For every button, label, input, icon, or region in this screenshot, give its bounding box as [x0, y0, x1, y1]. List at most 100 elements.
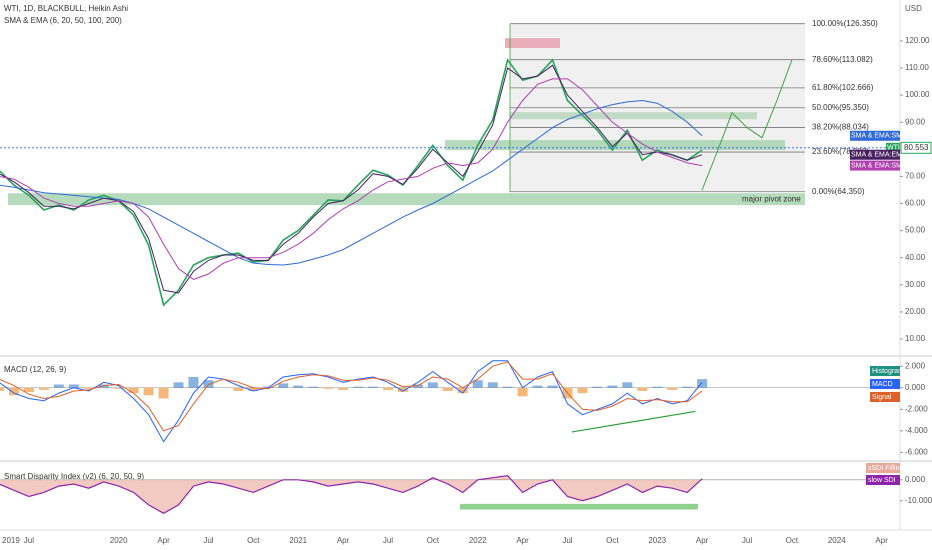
- histogram-bar: [368, 386, 378, 388]
- histogram-bar: [278, 383, 289, 388]
- fib-label: 23.60%(78.982): [812, 147, 869, 156]
- y-tick-label: 20.00: [905, 307, 926, 316]
- histogram-bar: [113, 387, 124, 389]
- zone: [510, 112, 757, 120]
- legend-entry: WTI: [887, 145, 900, 152]
- y-tick-label: 0.000: [905, 475, 926, 484]
- histogram-bar: [442, 387, 453, 391]
- histogram-bar: [607, 385, 618, 388]
- x-tick-label: Apr: [875, 536, 888, 545]
- histogram-bar: [8, 387, 19, 396]
- legend-swatch: [870, 366, 900, 376]
- zone: [445, 140, 785, 151]
- histogram-bar: [338, 387, 349, 390]
- x-tick-label: Jul: [562, 536, 572, 545]
- x-tick-label: 2024: [828, 536, 846, 545]
- histogram-bar: [652, 386, 663, 388]
- histogram-bar: [547, 385, 558, 388]
- y-tick-label: 2.000: [905, 361, 926, 370]
- histogram-bar: [38, 387, 49, 390]
- macd-line: [0, 361, 703, 432]
- histogram-bar: [427, 382, 438, 388]
- macd-title: MACD (12, 26, 9): [4, 365, 67, 374]
- x-tick-label: Apr: [696, 536, 709, 545]
- axis-unit: USD: [905, 4, 922, 13]
- x-tick-label: Oct: [786, 536, 799, 545]
- divergence-line: [571, 410, 696, 433]
- y-tick-label: -4.000: [905, 426, 928, 435]
- projection-line: [701, 59, 793, 191]
- sdi-title: Smart Disparity Index (v2) (6, 20, 50, 9…: [4, 472, 144, 481]
- histogram-bar: [667, 387, 678, 390]
- fib-label: 50.00%(95.350): [812, 103, 869, 112]
- fib-label: 38.20%(88.034): [812, 123, 869, 132]
- legend-swatch: [870, 379, 900, 389]
- sdi-line: [0, 474, 703, 514]
- histogram-bar: [0, 387, 4, 391]
- last-price-label: 80.553: [904, 143, 929, 152]
- y-tick-label: 60.00: [905, 199, 926, 208]
- legend-swatch: [886, 142, 900, 153]
- histogram-bar: [353, 386, 364, 388]
- histogram-bar: [382, 387, 393, 390]
- price-tag: [900, 141, 932, 154]
- x-tick-label: Oct: [427, 536, 440, 545]
- x-tick-label: Jul: [203, 536, 213, 545]
- chart-title: WTI, 1D, BLACKBULL, Heikin Ashi: [4, 4, 128, 13]
- legend-entry: SMA & EMA:EMA6: [851, 152, 911, 159]
- zone: [460, 503, 698, 510]
- fib-label: 78.60%(113.082): [812, 55, 873, 64]
- y-tick-label: -6.000: [905, 448, 928, 457]
- legend-entry: sSDI Filling: [868, 465, 904, 472]
- histogram-bar: [188, 376, 199, 388]
- legend-entry: SMA & EMA:SMA50: [851, 162, 915, 169]
- y-tick-label: 100.00: [905, 90, 930, 99]
- legend-entry: MACD: [872, 381, 893, 388]
- x-tick-label: Oct: [606, 536, 619, 545]
- legend-swatch: [866, 463, 900, 473]
- histogram-bar: [293, 385, 304, 388]
- x-tick-label: Jul: [383, 536, 393, 545]
- legend-swatch: [850, 130, 900, 141]
- histogram-bar: [637, 387, 648, 391]
- y-tick-label: 50.00: [905, 226, 926, 235]
- histogram-bar: [83, 387, 94, 389]
- y-tick-label: 30.00: [905, 280, 926, 289]
- x-tick-label: Apr: [157, 536, 170, 545]
- histogram-bar: [517, 387, 528, 397]
- histogram-bar: [397, 387, 408, 393]
- histogram-bar: [23, 387, 34, 393]
- histogram-bar: [592, 386, 603, 388]
- ma-line: [0, 78, 703, 280]
- histogram-bar: [622, 382, 633, 388]
- zone: [505, 38, 560, 48]
- histogram-bar: [487, 382, 498, 388]
- legend-entry: Signal: [872, 394, 892, 401]
- y-tick-label: 70.00: [905, 172, 926, 181]
- x-tick-label: 2019: [2, 536, 20, 545]
- histogram-bar: [472, 380, 483, 388]
- histogram-bar: [248, 387, 259, 391]
- x-tick-label: Jul: [24, 536, 34, 545]
- ma-line: [0, 64, 703, 294]
- histogram-bar: [502, 386, 513, 388]
- legend-entry: slow SDI: [868, 477, 896, 484]
- legend-swatch: [866, 475, 900, 485]
- histogram-bar: [98, 384, 109, 388]
- y-tick-label: 110.00: [905, 63, 929, 72]
- fib-label: 0.00%(64.350): [812, 187, 865, 196]
- histogram-bar: [323, 387, 334, 389]
- histogram-bar: [532, 385, 543, 388]
- x-tick-label: Oct: [247, 536, 260, 545]
- y-tick-label: 40.00: [905, 253, 926, 262]
- zone: [8, 193, 805, 206]
- x-tick-label: Jul: [742, 536, 752, 545]
- fib-label: 100.00%(126.350): [812, 19, 878, 28]
- legend-swatch: [850, 149, 900, 160]
- legend-entry: SMA & EMA:SMA200: [851, 133, 918, 140]
- x-tick-label: Apr: [337, 536, 350, 545]
- x-tick-label: 2023: [648, 536, 666, 545]
- x-tick-label: 2022: [469, 536, 487, 545]
- histogram-bar: [233, 387, 244, 391]
